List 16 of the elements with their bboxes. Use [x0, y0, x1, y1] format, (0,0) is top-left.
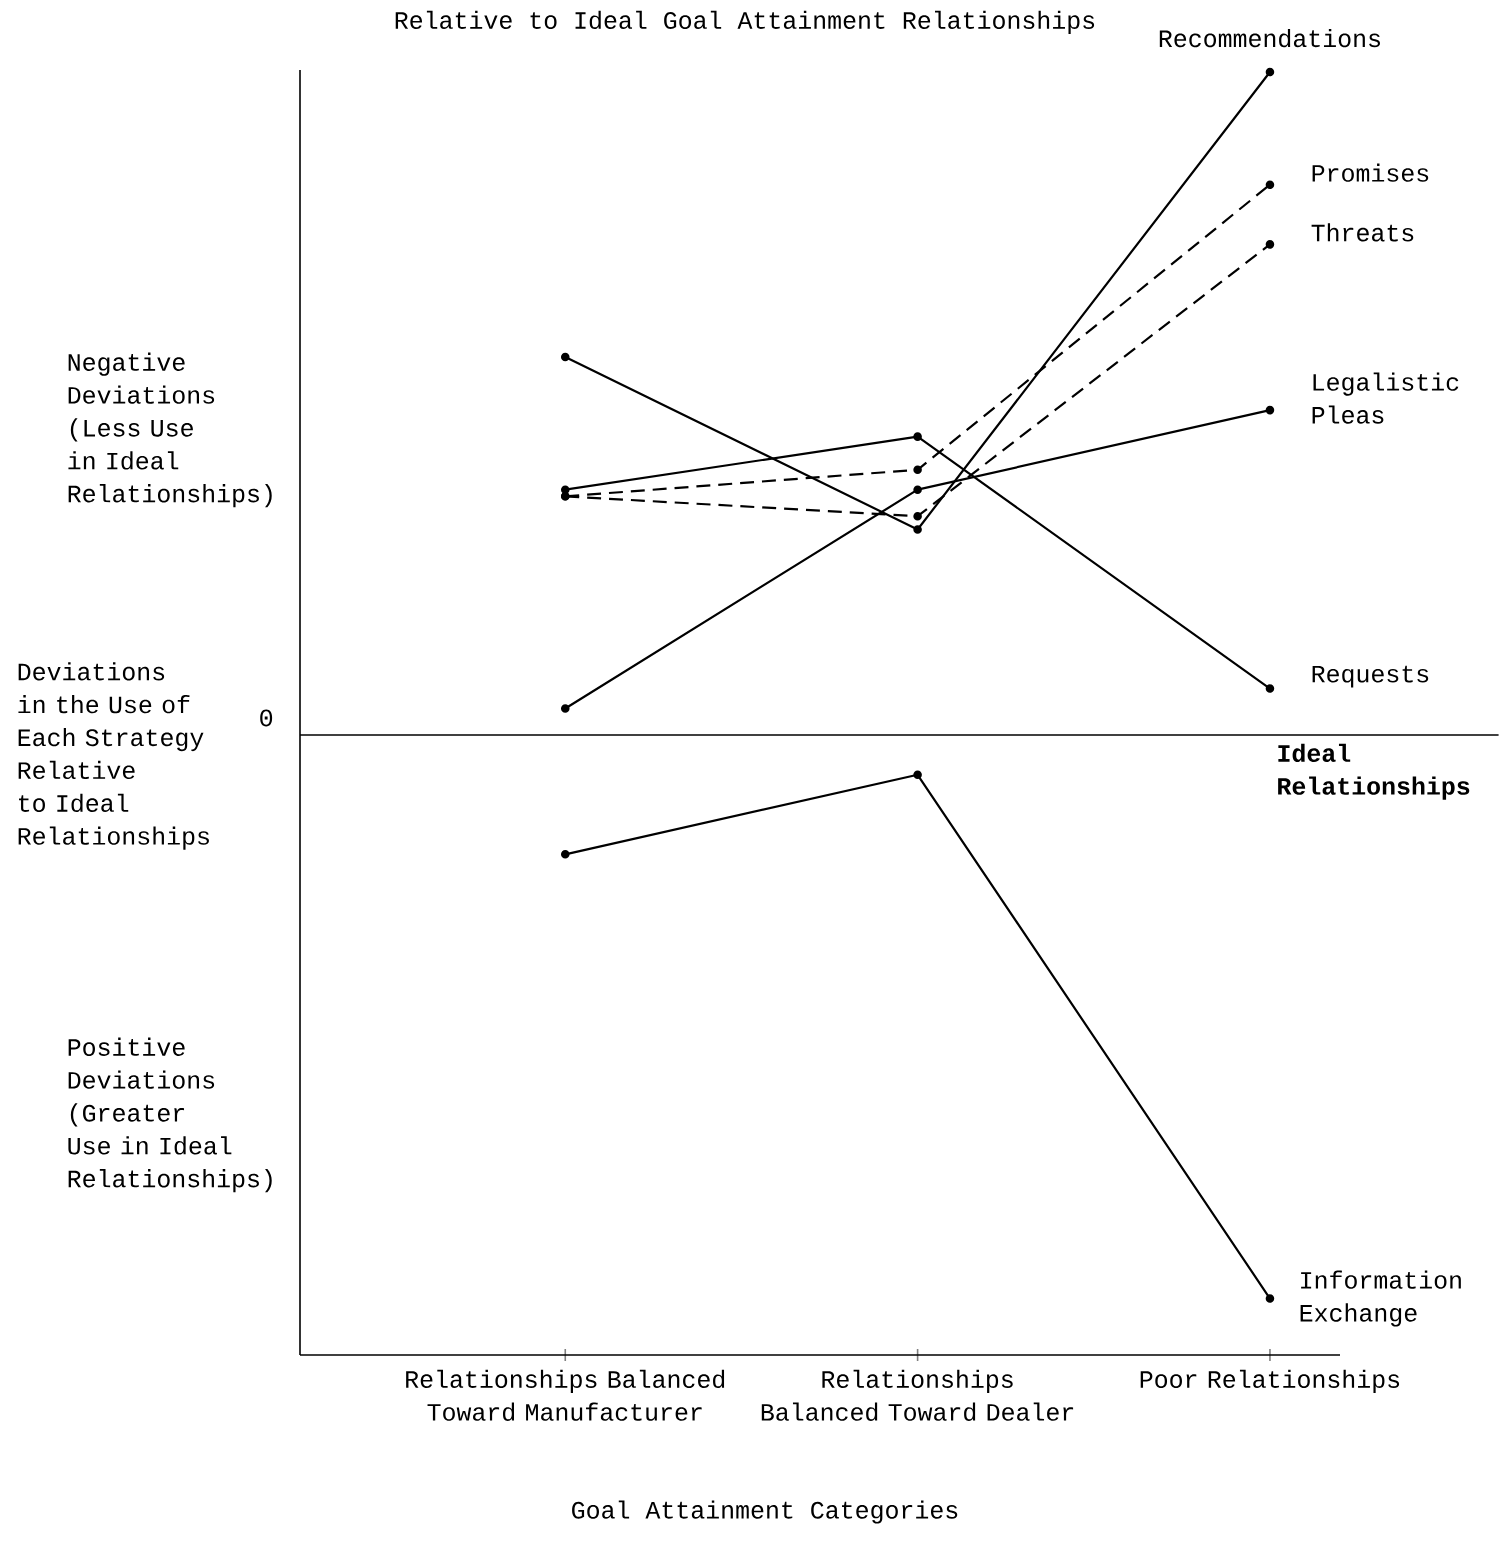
x-tick-label: Relationships Balanced Toward Dealer [761, 1369, 1074, 1421]
x-axis-title: Goal Attainment Categories [572, 1500, 958, 1524]
series-label: Recommendations [1159, 28, 1380, 48]
series-label: Information Exchange [1300, 1270, 1461, 1327]
text: Negative Deviations (Less Use in Ideal Relationships) [68, 352, 272, 508]
series-label: Promises [1312, 163, 1429, 182]
x-tick-label: Relationships Balanced Toward Manufacturer [406, 1369, 725, 1421]
ref-line-label: Ideal Relationships [1278, 743, 1470, 800]
series-label: Legalistic Pleas [1312, 372, 1459, 424]
text: 0 [260, 709, 273, 727]
chart-title: Relative to Ideal Goal Attainment Relationships [395, 10, 1095, 34]
y-axis-title: Deviations in the Use of Each Strategy Relative to Ideal Relationships [18, 662, 209, 850]
series-label: Requests [1312, 665, 1429, 688]
series-label: Threats [1311, 223, 1414, 242]
text: Positive Deviations (Greater Use in Ideal Relationships) [68, 1037, 272, 1193]
x-tick-label: Poor Relationships [1140, 1369, 1400, 1393]
